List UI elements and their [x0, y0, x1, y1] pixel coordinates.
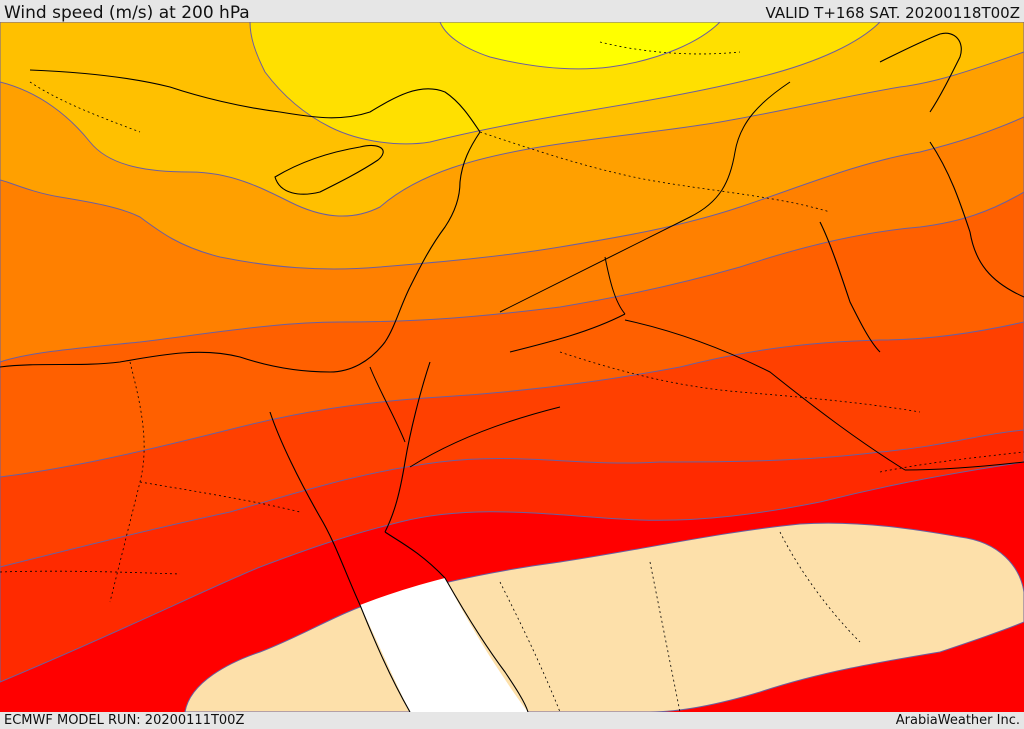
political-lines: [369, 81, 1024, 471]
valid-time: VALID T+168 SAT. 20200118T00Z: [765, 4, 1020, 22]
band-gold: [249, 22, 881, 145]
credit: ArabiaWeather Inc.: [895, 713, 1020, 728]
footer-bar: ECMWF MODEL RUN: 20200111T00Z ArabiaWeat…: [0, 712, 1024, 729]
band-yellow: [439, 22, 721, 70]
borders: [0, 41, 1024, 712]
coastlines: [0, 32, 1024, 712]
map-title: Wind speed (m/s) at 200 hPa: [4, 3, 250, 23]
red-sea-nodata: [360, 578, 528, 712]
header-bar: Wind speed (m/s) at 200 hPa VALID T+168 …: [0, 0, 1024, 23]
model-run: ECMWF MODEL RUN: 20200111T00Z: [4, 713, 245, 728]
wind-speed-map[interactable]: [0, 22, 1024, 712]
